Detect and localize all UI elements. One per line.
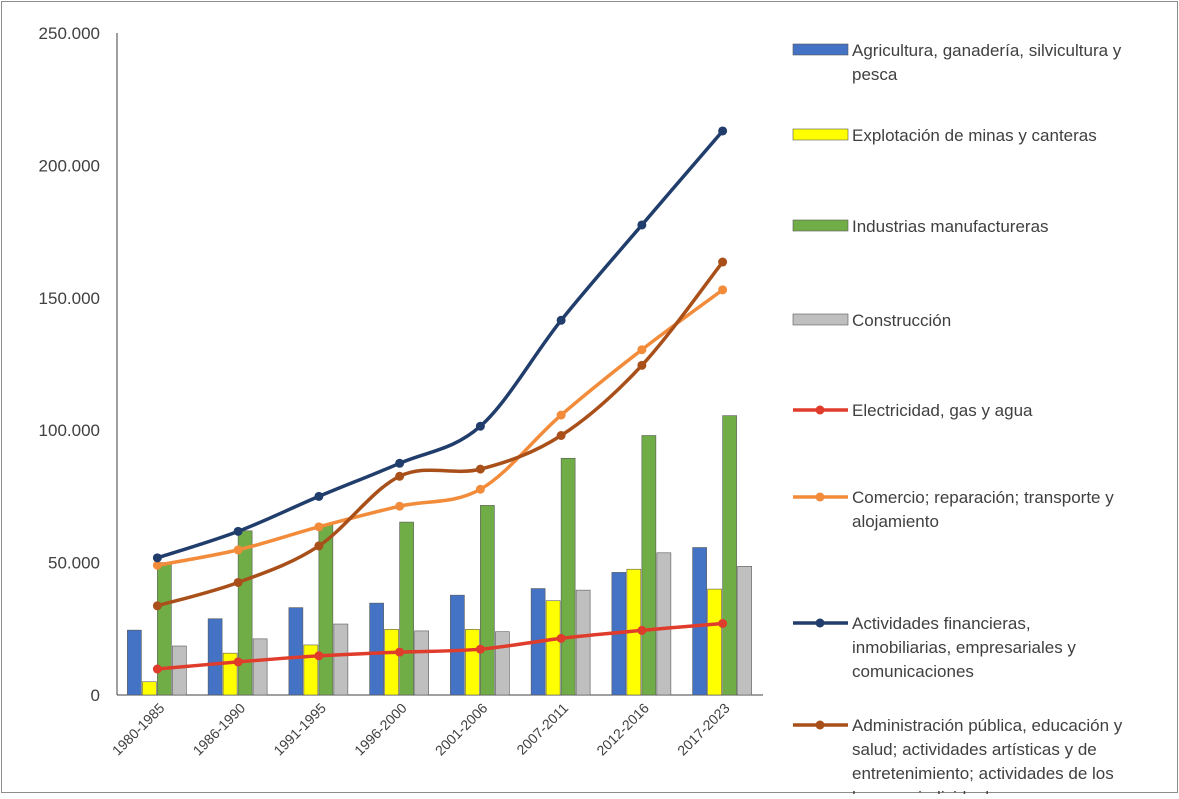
legend-marker xyxy=(815,618,825,628)
line-point xyxy=(556,430,566,440)
bar xyxy=(465,629,480,696)
bar xyxy=(237,530,253,696)
bar xyxy=(692,547,707,696)
y-tick-label: 0 xyxy=(91,686,100,705)
line-point xyxy=(637,345,647,355)
bar xyxy=(414,630,429,696)
legend-label: Agricultura, ganadería, silvicultura y xyxy=(852,41,1122,60)
legend-label: inmobiliarias, empresariales y xyxy=(852,638,1076,657)
bar xyxy=(707,588,722,696)
bar xyxy=(384,629,399,696)
legend-label: comunicaciones xyxy=(852,662,974,681)
line-point xyxy=(314,522,324,532)
legend-swatch xyxy=(792,43,849,56)
line-point xyxy=(556,315,566,325)
legend-marker xyxy=(815,405,825,415)
line-point xyxy=(475,484,485,494)
legend-marker xyxy=(815,720,825,730)
line-point xyxy=(233,657,243,667)
legend: Agricultura, ganadería, silvicultura y pe… xyxy=(792,41,1123,799)
line-point xyxy=(637,360,647,370)
legend-label: Electricidad, gas y agua xyxy=(852,401,1033,420)
bar xyxy=(142,681,157,696)
bar xyxy=(303,644,319,696)
line-point xyxy=(475,644,485,654)
line-point xyxy=(637,625,647,635)
bar xyxy=(127,629,142,696)
bar xyxy=(172,645,187,696)
legend-swatch xyxy=(792,313,849,326)
legend-swatch xyxy=(792,128,849,141)
line-point xyxy=(718,126,728,136)
bar xyxy=(495,631,510,696)
legend-label: entretenimiento; actividades de los xyxy=(852,764,1114,783)
line-point xyxy=(395,458,405,468)
line-point xyxy=(475,464,485,474)
y-tick-label: 100.000 xyxy=(39,421,100,440)
legend-label: Construcción xyxy=(852,311,951,330)
legend-marker xyxy=(815,492,825,502)
bar xyxy=(737,566,752,696)
legend-label: hogares individuales xyxy=(852,788,1007,794)
line-point xyxy=(718,285,728,295)
legend-label: Comercio; reparación; transporte y xyxy=(852,488,1114,507)
bar xyxy=(288,607,304,696)
bar xyxy=(157,562,172,696)
line-point xyxy=(314,491,324,501)
line-point xyxy=(556,410,566,420)
line-point xyxy=(233,545,243,555)
bar xyxy=(545,600,561,696)
line-point xyxy=(314,541,324,551)
line-point xyxy=(152,664,162,674)
legend-label: Industrias manufactureras xyxy=(852,217,1049,236)
legend-label: Actividades financieras, xyxy=(852,614,1031,633)
bar xyxy=(656,552,672,696)
y-tick-label: 250.000 xyxy=(39,24,100,43)
bar xyxy=(207,618,223,696)
y-tick-label: 200.000 xyxy=(39,156,100,175)
bar xyxy=(575,589,591,696)
legend-label: pesca xyxy=(852,65,898,84)
line-point xyxy=(233,526,243,536)
line-point xyxy=(395,501,405,511)
line-point xyxy=(395,471,405,481)
legend-swatch xyxy=(792,219,849,232)
bar xyxy=(399,521,414,696)
bar xyxy=(722,415,737,696)
bar xyxy=(450,594,465,696)
series-line xyxy=(155,288,725,567)
line-point xyxy=(152,560,162,570)
bar xyxy=(369,602,384,696)
line-point xyxy=(718,619,728,629)
bar xyxy=(641,435,657,696)
bar xyxy=(252,638,268,696)
legend-label: salud; actividades artísticas y de xyxy=(852,740,1097,759)
line-point xyxy=(233,577,243,587)
y-tick-label: 50.000 xyxy=(48,554,100,573)
bar xyxy=(480,505,495,696)
line-point xyxy=(152,601,162,611)
line-point xyxy=(718,257,728,267)
line-point xyxy=(152,553,162,563)
legend-label: Explotación de minas y canteras xyxy=(852,126,1097,145)
line-point xyxy=(395,647,405,657)
line-point xyxy=(637,220,647,230)
bar xyxy=(560,457,576,696)
line-point xyxy=(475,421,485,431)
line-point xyxy=(556,633,566,643)
line-point xyxy=(314,651,324,661)
y-tick-label: 150.000 xyxy=(39,289,100,308)
legend-label: Administración pública, educación y xyxy=(852,716,1123,735)
bar xyxy=(333,623,349,696)
legend-label: alojamiento xyxy=(852,512,939,531)
